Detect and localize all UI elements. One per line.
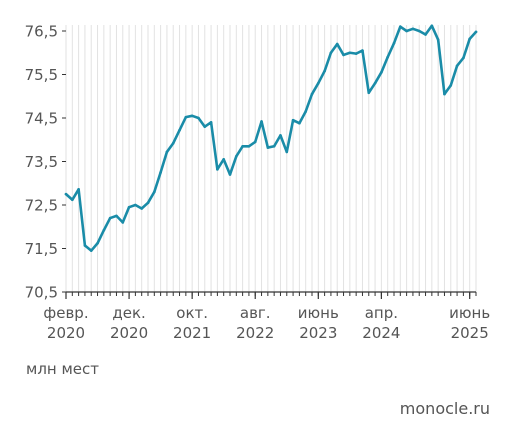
y-tick-label: 71,5 bbox=[25, 240, 58, 258]
x-tick-label-year: 2020 bbox=[47, 324, 85, 342]
x-axis-labels: февр. 2020 дек. 2020 окт. 2021 авг. 2022 июнь 202… bbox=[43, 304, 490, 342]
x-tick-label-year: 2024 bbox=[362, 324, 400, 342]
data-point bbox=[216, 168, 219, 171]
data-point bbox=[285, 150, 289, 154]
x-tick-label-month: июнь bbox=[298, 304, 339, 322]
data-point bbox=[77, 188, 80, 191]
data-point bbox=[96, 241, 99, 245]
x-tick-label-year: 2025 bbox=[451, 324, 489, 342]
data-point bbox=[190, 114, 194, 118]
data-point bbox=[367, 91, 371, 95]
data-point bbox=[443, 92, 446, 96]
data-point bbox=[127, 205, 131, 209]
data-point bbox=[405, 29, 408, 33]
data-point bbox=[203, 125, 207, 128]
data-point bbox=[209, 121, 213, 124]
data-point bbox=[449, 84, 453, 87]
data-point bbox=[228, 173, 232, 176]
data-point bbox=[411, 27, 415, 31]
data-point bbox=[310, 92, 314, 96]
x-tick-label-month: июнь bbox=[449, 304, 490, 322]
series-line bbox=[64, 24, 478, 252]
data-point bbox=[102, 228, 106, 232]
data-point bbox=[121, 221, 125, 224]
data-point bbox=[335, 42, 339, 46]
y-tick-label: 76,5 bbox=[25, 23, 58, 41]
data-point bbox=[348, 51, 352, 55]
source-label: monocle.ru bbox=[399, 399, 490, 418]
x-tick-label-year: 2022 bbox=[236, 324, 274, 342]
data-point bbox=[171, 141, 175, 145]
data-point bbox=[115, 214, 118, 218]
data-point bbox=[291, 118, 295, 122]
x-tick-label-month: дек. bbox=[112, 304, 145, 322]
data-point bbox=[317, 81, 320, 85]
data-point bbox=[89, 249, 93, 252]
data-point bbox=[462, 56, 465, 60]
y-tick-label: 74,5 bbox=[25, 110, 58, 128]
data-point bbox=[159, 171, 162, 174]
data-point bbox=[399, 25, 402, 28]
data-point bbox=[386, 55, 389, 59]
data-point bbox=[417, 29, 421, 33]
data-point bbox=[380, 71, 383, 74]
data-point bbox=[424, 33, 427, 36]
series bbox=[64, 24, 478, 252]
chart: 70,5 71,5 72,5 73,5 74,5 75,5 76,5 февр. 2020 де… bbox=[25, 23, 491, 343]
data-point bbox=[134, 203, 137, 207]
data-point bbox=[298, 121, 301, 125]
x-tick-label-year: 2023 bbox=[299, 324, 337, 342]
data-point bbox=[430, 24, 434, 28]
x-tick-label-month: февр. bbox=[43, 304, 88, 322]
unit-label: млн мест bbox=[26, 360, 100, 378]
data-point bbox=[474, 30, 478, 34]
data-point bbox=[266, 146, 270, 149]
data-point bbox=[235, 154, 238, 158]
x-tick-label-month: окт. bbox=[176, 304, 208, 322]
grid bbox=[65, 25, 477, 292]
y-axis-labels: 70,5 71,5 72,5 73,5 74,5 75,5 76,5 bbox=[25, 23, 58, 302]
data-point bbox=[241, 144, 244, 148]
x-tick-label-year: 2021 bbox=[173, 324, 211, 342]
data-point bbox=[64, 192, 68, 196]
data-point bbox=[436, 38, 440, 41]
data-point bbox=[373, 81, 377, 85]
data-point bbox=[153, 190, 156, 194]
data-point bbox=[197, 116, 200, 120]
data-point bbox=[329, 51, 333, 55]
axes bbox=[62, 30, 477, 299]
data-point bbox=[304, 110, 307, 113]
y-tick-label: 73,5 bbox=[25, 153, 58, 171]
x-tick-label-month: авг. bbox=[240, 304, 271, 322]
data-point bbox=[279, 134, 282, 137]
data-point bbox=[140, 207, 143, 210]
data-point bbox=[342, 53, 345, 57]
data-point bbox=[260, 120, 263, 123]
data-point bbox=[146, 201, 150, 205]
y-tick-label: 70,5 bbox=[25, 284, 58, 302]
data-point bbox=[253, 140, 257, 144]
data-point bbox=[392, 41, 396, 45]
data-point bbox=[165, 150, 169, 154]
x-tick-label-year: 2020 bbox=[110, 324, 148, 342]
data-point bbox=[71, 198, 74, 202]
x-tick-label-month: апр. bbox=[365, 304, 398, 322]
data-point bbox=[354, 52, 358, 55]
y-tick-label: 72,5 bbox=[25, 197, 58, 215]
data-point bbox=[83, 244, 87, 247]
data-point bbox=[222, 158, 225, 161]
data-point bbox=[108, 216, 112, 220]
data-point bbox=[468, 37, 471, 41]
data-point bbox=[455, 64, 459, 68]
data-point bbox=[247, 144, 251, 148]
data-point bbox=[361, 49, 364, 52]
data-point bbox=[178, 128, 181, 132]
data-point bbox=[184, 115, 188, 119]
data-point bbox=[323, 69, 326, 73]
data-point bbox=[272, 144, 276, 148]
y-tick-label: 75,5 bbox=[25, 66, 58, 84]
